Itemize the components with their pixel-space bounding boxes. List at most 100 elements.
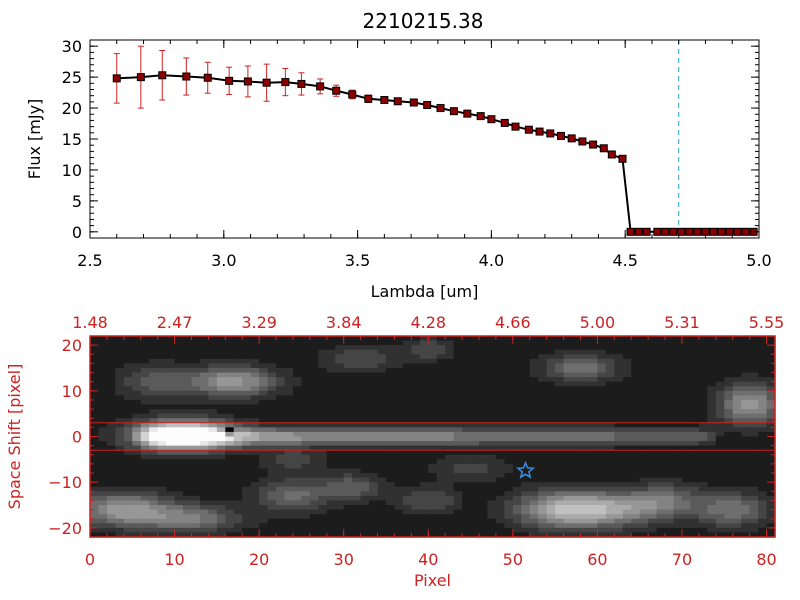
image-pixel	[225, 381, 235, 387]
image-pixel	[132, 445, 142, 451]
image-pixel	[411, 354, 421, 360]
image-pixel	[622, 477, 632, 483]
image-pixel	[132, 482, 142, 488]
image-pixel	[377, 418, 387, 424]
image-pixel	[665, 518, 675, 524]
image-pixel	[385, 514, 396, 520]
image-pixel	[140, 491, 150, 497]
image-pixel	[292, 527, 303, 534]
image-pixel	[149, 409, 159, 415]
image-pixel	[504, 404, 514, 410]
image-pixel	[614, 486, 624, 492]
image-pixel	[326, 505, 336, 511]
image-pixel	[90, 358, 100, 365]
image-pixel	[411, 486, 421, 492]
image-pixel	[639, 354, 649, 360]
image-pixel	[191, 436, 201, 442]
image-pixel	[174, 363, 184, 369]
image-pixel	[191, 418, 201, 424]
image-pixel	[360, 450, 370, 456]
image-pixel	[681, 468, 692, 474]
image-pixel	[648, 395, 658, 401]
image-pixel	[140, 436, 150, 442]
image-pixel	[301, 386, 311, 392]
image-pixel	[267, 491, 277, 497]
image-pixel	[174, 514, 184, 520]
image-pixel	[546, 377, 556, 383]
image-pixel	[208, 509, 218, 515]
image-pixel	[673, 482, 683, 488]
image-pixel	[233, 495, 243, 502]
image-pixel	[639, 441, 649, 447]
image-pixel	[259, 436, 269, 442]
image-pixel	[301, 523, 311, 529]
image-pixel	[233, 486, 243, 492]
image-pixel	[292, 463, 303, 470]
image-pixel	[343, 349, 353, 355]
image-pixel	[521, 500, 531, 506]
image-pixel	[749, 500, 759, 506]
image-pixel	[369, 381, 379, 387]
image-pixel	[377, 413, 387, 419]
image-pixel	[690, 349, 700, 355]
image-pixel	[690, 477, 700, 483]
image-pixel	[580, 413, 590, 419]
image-pixel	[698, 463, 708, 470]
image-pixel	[157, 349, 167, 355]
image-pixel	[385, 495, 396, 502]
image-pixel	[292, 486, 303, 492]
image-pixel	[428, 390, 438, 396]
image-pixel	[698, 459, 708, 465]
image-pixel	[98, 473, 108, 479]
flux-data-point	[685, 227, 694, 236]
image-pixel	[572, 381, 582, 387]
pixel-tick-label: 20	[249, 550, 269, 569]
image-pixel	[732, 358, 742, 365]
image-pixel	[132, 395, 142, 401]
image-pixel	[462, 367, 472, 374]
image-pixels	[90, 336, 776, 538]
image-pixel	[309, 468, 319, 474]
image-pixel	[605, 340, 615, 346]
image-pixel	[292, 431, 303, 438]
image-pixel	[276, 413, 286, 419]
wavelength-tick-label: 4.28	[410, 313, 446, 332]
image-pixel	[132, 367, 142, 374]
image-pixel	[597, 367, 607, 374]
image-pixel	[665, 381, 675, 387]
image-pixel	[681, 491, 692, 497]
image-pixel	[309, 500, 319, 506]
image-pixel	[394, 431, 404, 438]
image-pixel	[605, 463, 615, 470]
image-pixel	[123, 445, 133, 451]
image-pixel	[555, 381, 565, 387]
image-pixel	[453, 363, 463, 369]
image-pixel	[106, 427, 116, 433]
image-pixel	[90, 404, 100, 410]
image-pixel	[521, 514, 531, 520]
image-pixel	[453, 345, 463, 351]
image-pixel	[140, 477, 150, 483]
image-pixel	[732, 399, 742, 406]
image-pixel	[479, 399, 489, 406]
image-pixel	[377, 358, 387, 365]
image-pixel	[352, 491, 362, 497]
image-pixel	[140, 450, 150, 456]
image-pixel	[521, 363, 531, 369]
image-pixel	[250, 532, 260, 538]
image-pixel	[157, 367, 167, 374]
image-pixel	[326, 532, 336, 538]
image-pixel	[242, 527, 252, 534]
image-pixel	[639, 518, 649, 524]
image-pixel	[233, 422, 243, 428]
image-pixel	[724, 427, 734, 433]
image-pixel	[512, 527, 522, 534]
image-pixel	[614, 358, 624, 365]
image-pixel	[233, 367, 243, 374]
image-pixel	[690, 454, 700, 460]
image-pixel	[546, 363, 556, 369]
image-pixel	[292, 482, 303, 488]
image-pixel	[631, 491, 641, 497]
image-pixel	[106, 500, 116, 506]
image-pixel	[394, 482, 404, 488]
